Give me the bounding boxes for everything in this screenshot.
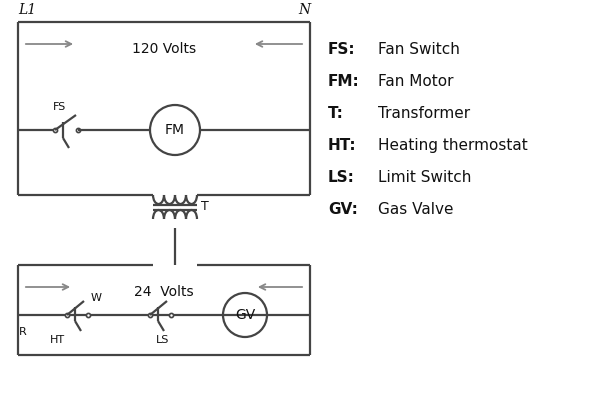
Text: Limit Switch: Limit Switch	[378, 170, 471, 185]
Text: FM: FM	[165, 123, 185, 137]
Text: GV:: GV:	[328, 202, 358, 217]
Text: Gas Valve: Gas Valve	[378, 202, 454, 217]
Text: T: T	[201, 200, 209, 214]
Text: Fan Switch: Fan Switch	[378, 42, 460, 57]
Text: Transformer: Transformer	[378, 106, 470, 121]
Text: 24  Volts: 24 Volts	[134, 285, 194, 299]
Text: GV: GV	[235, 308, 255, 322]
Text: R: R	[19, 327, 27, 337]
Text: FM:: FM:	[328, 74, 360, 89]
Text: 120 Volts: 120 Volts	[132, 42, 196, 56]
Text: Fan Motor: Fan Motor	[378, 74, 454, 89]
Text: HT: HT	[50, 335, 64, 345]
Text: W: W	[91, 293, 102, 303]
Text: N: N	[298, 3, 310, 17]
Text: LS:: LS:	[328, 170, 355, 185]
Text: LS: LS	[156, 335, 170, 345]
Text: FS:: FS:	[328, 42, 356, 57]
Text: T:: T:	[328, 106, 344, 121]
Text: HT:: HT:	[328, 138, 356, 153]
Text: L1: L1	[18, 3, 36, 17]
Text: FS: FS	[53, 102, 66, 112]
Text: Heating thermostat: Heating thermostat	[378, 138, 527, 153]
